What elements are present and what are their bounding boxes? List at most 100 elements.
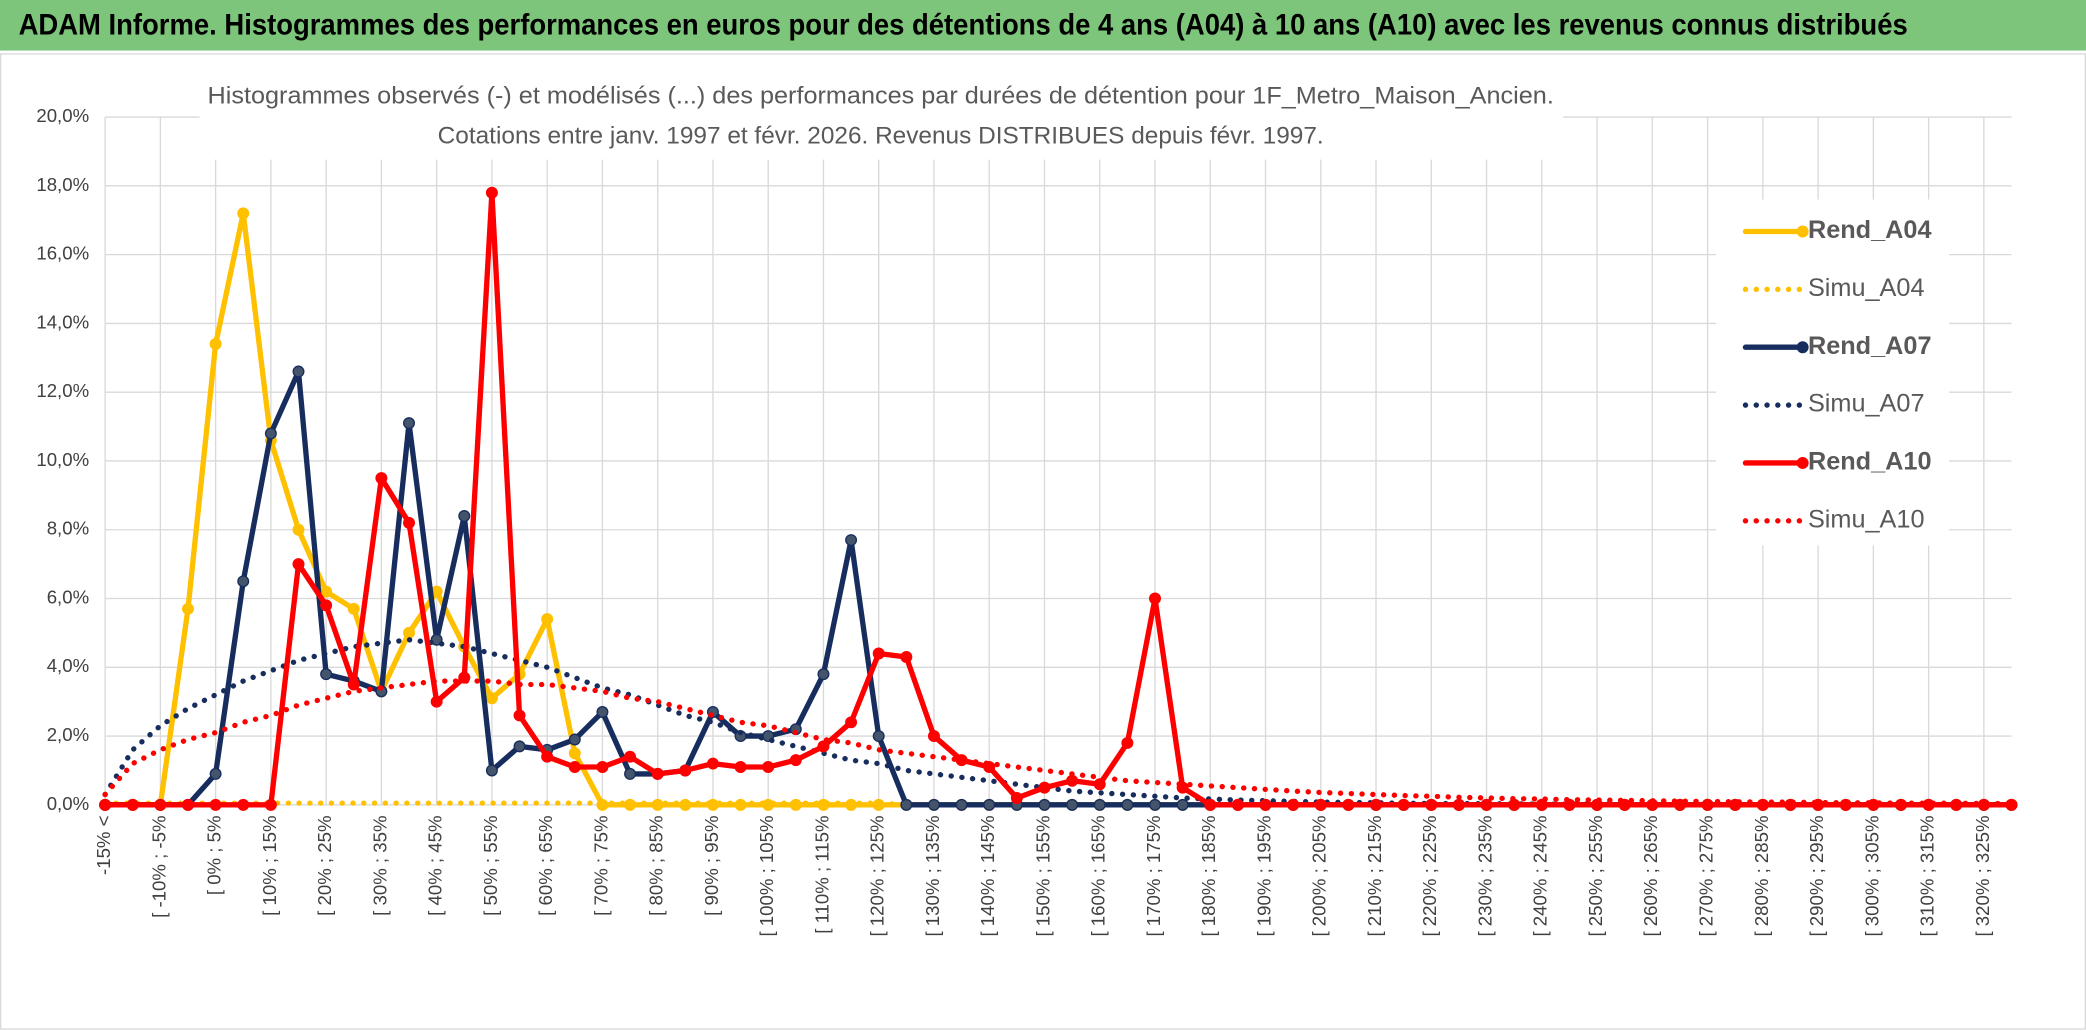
x-tick-label: [ 300% ; 305% — [1861, 815, 1882, 936]
data-point — [872, 730, 885, 743]
legend-label: Simu_A07 — [1808, 390, 1925, 418]
data-point — [209, 338, 222, 351]
legend-label: Rend_A10 — [1808, 448, 1932, 476]
x-tick-label: [ 40% ; 45% — [425, 815, 446, 915]
data-point — [789, 754, 802, 767]
subtitle-background — [199, 77, 1564, 160]
data-point — [320, 668, 333, 681]
legend-label: Simu_A04 — [1808, 274, 1925, 302]
data-point — [927, 730, 940, 743]
x-tick-label: [ 200% ; 205% — [1309, 815, 1330, 936]
x-tick-label: [ 150% ; 155% — [1032, 815, 1053, 936]
x-tick-label: [ 70% ; 75% — [590, 815, 611, 915]
data-point — [1673, 798, 1686, 811]
data-point — [264, 798, 277, 811]
data-point — [264, 427, 277, 440]
y-tick-label: 16,0% — [36, 243, 89, 264]
x-tick-label: [ 160% ; 165% — [1088, 815, 1109, 936]
data-point — [430, 633, 443, 646]
data-point — [1314, 798, 1327, 811]
data-point — [320, 599, 333, 612]
data-point — [845, 534, 858, 547]
data-point — [1508, 798, 1521, 811]
data-point — [1038, 798, 1051, 811]
data-point — [1425, 798, 1438, 811]
grid: -15% < [ -10% ; -5% [ 0% ; 5% [ 10% ; 15% [ … — [36, 105, 2012, 937]
x-tick-label: [ 170% ; 175% — [1143, 815, 1164, 936]
data-point — [679, 764, 692, 777]
x-tick-label: -15% < — [93, 815, 114, 874]
y-tick-label: 8,0% — [47, 518, 89, 539]
legend-label: Rend_A04 — [1808, 216, 1932, 244]
data-point — [817, 740, 830, 753]
data-point — [513, 740, 526, 753]
data-point — [1010, 791, 1023, 804]
legend-marker — [1796, 225, 1809, 238]
chart-subtitle: Histogrammes observés (-) et modélisés (… — [208, 82, 1554, 109]
data-point — [237, 575, 250, 588]
x-tick-label: [ 270% ; 275% — [1696, 815, 1717, 936]
y-tick-label: 18,0% — [36, 174, 89, 195]
data-point — [1480, 798, 1493, 811]
legend-marker — [1796, 341, 1809, 354]
data-point — [403, 516, 416, 529]
data-point — [568, 761, 581, 774]
data-point — [1231, 798, 1244, 811]
data-point — [817, 668, 830, 681]
legend-label: Rend_A07 — [1808, 332, 1932, 360]
data-point — [458, 509, 471, 522]
x-tick-label: [ 210% ; 215% — [1364, 815, 1385, 936]
data-point — [209, 798, 222, 811]
legend-marker — [1796, 456, 1809, 469]
data-point — [1149, 592, 1161, 605]
x-tick-label: [ 10% ; 15% — [259, 815, 280, 915]
x-tick-label: [ 120% ; 125% — [867, 815, 888, 936]
data-point — [541, 613, 554, 626]
x-tick-label: [ 280% ; 285% — [1751, 815, 1772, 936]
x-tick-label: [ 50% ; 55% — [480, 815, 501, 915]
data-point — [1066, 774, 1079, 787]
y-tick-label: 2,0% — [47, 724, 89, 745]
data-point — [237, 798, 250, 811]
x-tick-label: [ 60% ; 65% — [535, 815, 556, 915]
data-point — [1121, 736, 1134, 749]
data-point — [1397, 798, 1410, 811]
x-tick-label: [ 20% ; 25% — [314, 815, 335, 915]
y-tick-label: 4,0% — [47, 655, 89, 676]
data-point — [1093, 798, 1106, 811]
y-tick-label: 12,0% — [36, 380, 89, 401]
x-tick-label: [ 320% ; 325% — [1972, 815, 1993, 936]
chart-frame — [0, 53, 2086, 1030]
y-tick-label: 10,0% — [36, 449, 89, 470]
data-point — [485, 692, 498, 705]
y-tick-label: 6,0% — [47, 586, 89, 607]
observed-line — [102, 190, 2015, 808]
legend-background — [1716, 199, 1949, 546]
x-tick-label: [ 250% ; 255% — [1585, 815, 1606, 936]
data-point — [568, 747, 581, 760]
chart-subtitle: Cotations entre janv. 1997 et févr. 2026… — [438, 122, 1324, 149]
data-point — [403, 626, 416, 639]
x-tick-label: [ 110% ; 115% — [811, 815, 832, 933]
data-point — [1038, 781, 1051, 794]
data-point — [596, 706, 609, 718]
x-tick-label: [ 180% ; 185% — [1198, 815, 1219, 936]
data-point — [154, 798, 167, 811]
data-point — [1259, 798, 1272, 811]
data-point — [900, 798, 913, 811]
x-tick-label: [ 220% ; 225% — [1419, 815, 1440, 936]
data-point — [513, 709, 526, 722]
data-point — [99, 798, 112, 811]
x-tick-label: [ 140% ; 145% — [977, 815, 998, 936]
data-point — [706, 757, 719, 770]
legend: Rend_A04 Simu_A04 Rend_A07 Simu_A07 Rend_A10… — [1742, 216, 1932, 533]
data-point — [181, 602, 194, 615]
x-tick-label: [ 240% ; 245% — [1530, 815, 1551, 936]
x-tick-label: [ 230% ; 235% — [1474, 815, 1495, 936]
simulated-line — [102, 678, 2015, 807]
data-point — [403, 417, 416, 430]
x-tick-label: [ 80% ; 85% — [646, 815, 667, 915]
x-tick-label: [ 260% ; 265% — [1640, 815, 1661, 936]
data-point — [347, 678, 360, 691]
